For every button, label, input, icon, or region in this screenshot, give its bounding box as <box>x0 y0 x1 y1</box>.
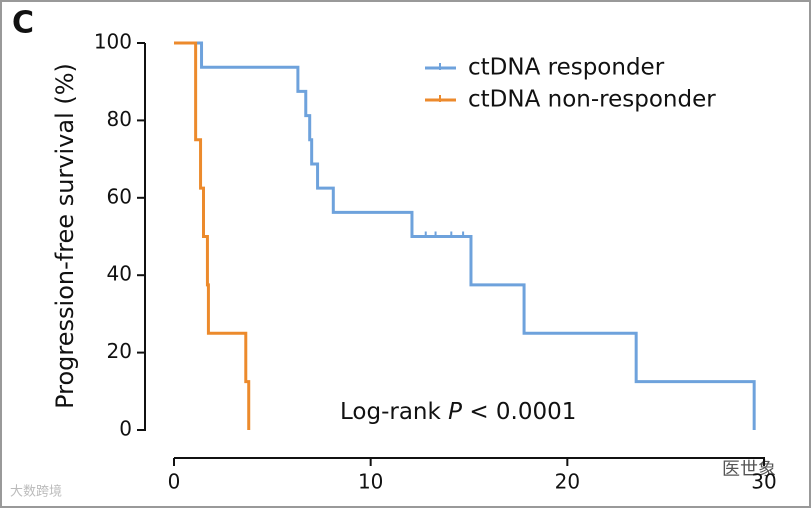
survival-curve <box>174 41 756 430</box>
annotation-text: < 0.0001 <box>462 399 576 425</box>
annotation: Log-rank P < 0.0001 <box>340 399 576 425</box>
x-tick-label: 10 <box>358 470 383 494</box>
legend-label: ctDNA responder <box>468 55 665 81</box>
legend-label: ctDNA non-responder <box>468 87 716 113</box>
y-tick-label: 0 <box>119 417 132 441</box>
watermark: 医世象 <box>722 459 776 480</box>
y-tick-label: 80 <box>107 107 132 131</box>
annotation-text: Log-rank <box>340 399 448 425</box>
y-tick-label: 100 <box>94 30 132 54</box>
x-tick-label: 30 <box>751 470 776 494</box>
x-tick-label: 20 <box>555 470 580 494</box>
y-tick-label: 20 <box>107 339 132 363</box>
watermark: 大数跨境 <box>10 485 62 500</box>
y-tick-label: 60 <box>107 184 132 208</box>
y-tick-label: 40 <box>107 262 132 286</box>
x-tick-label: 0 <box>168 470 181 494</box>
panel-label: C <box>12 6 34 41</box>
annotation-text: P <box>448 399 462 425</box>
y-axis-label: Progression-free survival (%) <box>51 63 79 409</box>
survival-curve <box>174 41 251 430</box>
